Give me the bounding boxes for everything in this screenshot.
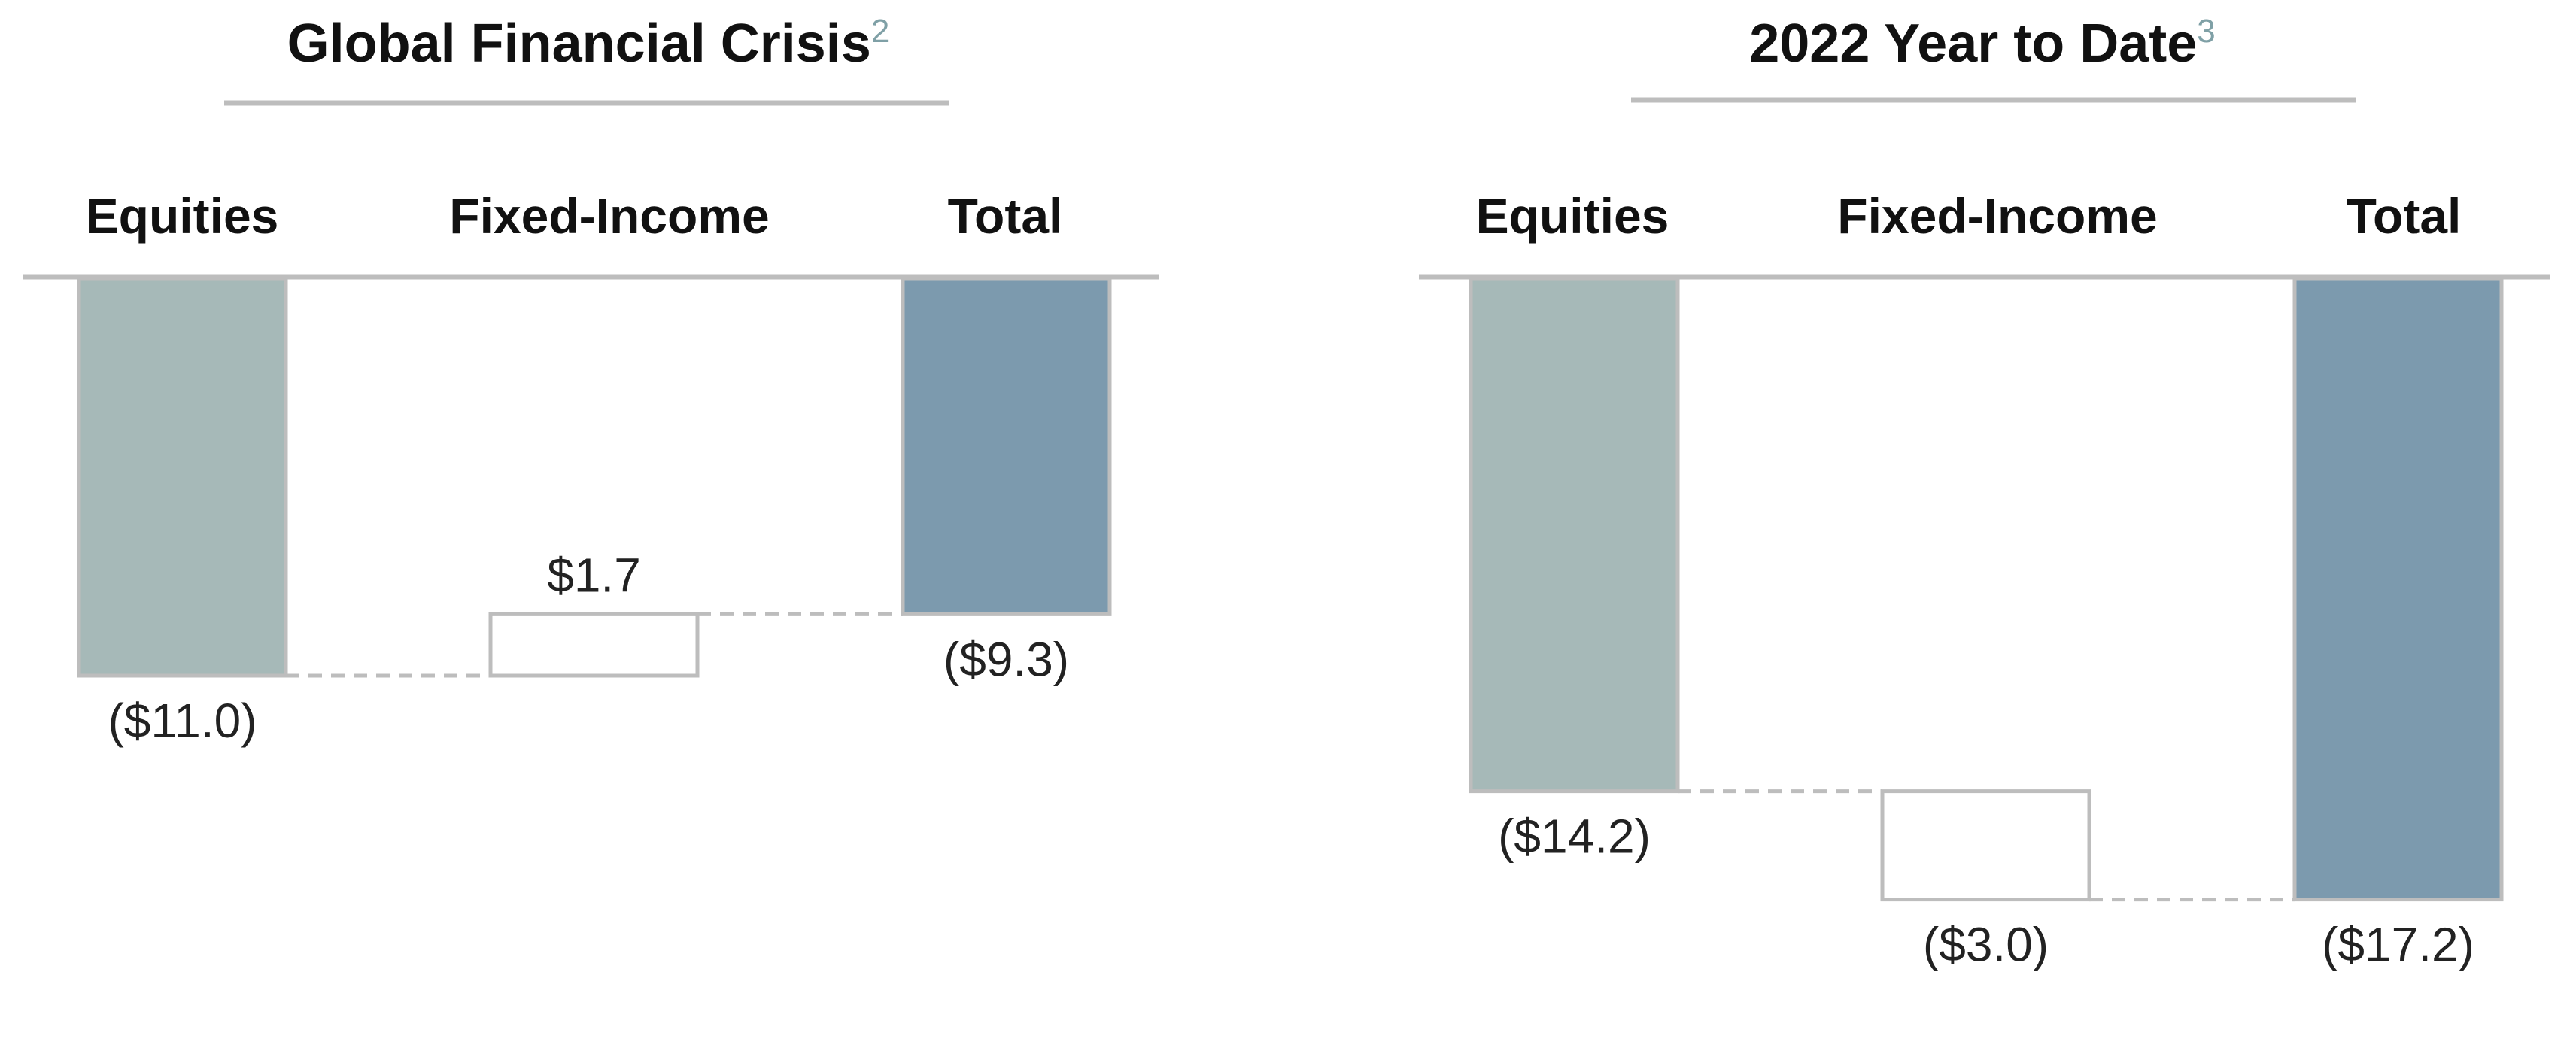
- panel-1-value-label-equities: ($11.0): [108, 694, 257, 748]
- panel-2-value-label-equities: ($14.2): [1498, 810, 1651, 864]
- panel-1-title-superscript: 2: [871, 13, 889, 50]
- panel-2-bar-total: [2292, 276, 2504, 902]
- panel-1-bar-equities: [77, 276, 288, 678]
- panel-2-category-label-equities: Equities: [1476, 188, 1669, 244]
- panel-1-bar-total: [901, 276, 1112, 616]
- panel-1-value-label-total: ($9.3): [943, 632, 1069, 686]
- panel-2-title-superscript: 3: [2197, 13, 2215, 50]
- panel-1-title: Global Financial Crisis2: [287, 13, 890, 74]
- panel-1-value-label-fixed-income: $1.7: [547, 548, 641, 602]
- panel-1-category-label-equities: Equities: [86, 188, 279, 244]
- panel-2-title: 2022 Year to Date3: [1749, 13, 2216, 74]
- panel-1-category-label-fixed-income: Fixed-Income: [449, 188, 769, 244]
- panel-2-category-label-total: Total: [2347, 188, 2462, 244]
- panel-2-bar-equities: [1469, 276, 1680, 794]
- panel-2-value-label-total: ($17.2): [2322, 918, 2474, 972]
- panel-2-value-label-fixed-income: ($3.0): [1923, 918, 2049, 972]
- panel-2-bar-fixed-income: [1880, 789, 2091, 902]
- panel-1-category-label-total: Total: [948, 188, 1063, 244]
- panel-2-category-label-fixed-income: Fixed-Income: [1837, 188, 2157, 244]
- panel-1-bar-fixed-income: [488, 612, 700, 678]
